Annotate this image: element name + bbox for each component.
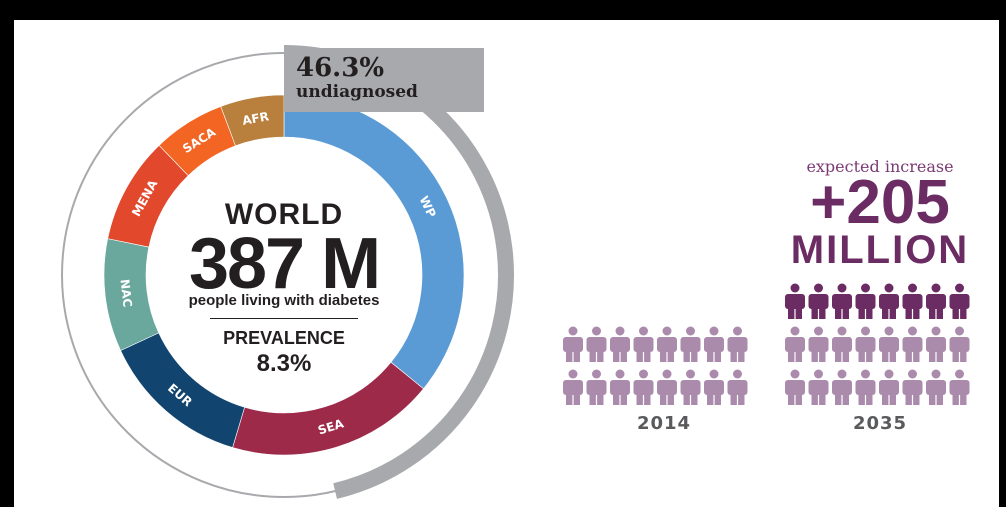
undiagnosed-badge: 46.3% undiagnosed <box>284 48 484 112</box>
person-icon-2035 <box>879 283 899 319</box>
year-label-2014: 2014 <box>636 413 692 434</box>
person-icon-2035 <box>785 326 805 362</box>
world-total: 387 M <box>188 224 381 304</box>
year-label-2035: 2035 <box>852 413 908 434</box>
slice-wp <box>283 94 465 390</box>
person-icon-2035 <box>926 369 946 405</box>
person-icon-2035 <box>808 283 829 319</box>
person-icon-2014 <box>610 369 630 405</box>
undiagnosed-percent: 46.3% <box>296 53 385 83</box>
person-icon-2014 <box>586 369 607 405</box>
infographic-canvas: WP SEA EUR NAC MENA SACA AFR 46.3% undiagnosed… <box>14 20 999 507</box>
person-icon-2035 <box>832 283 852 319</box>
person-icon-2014 <box>704 326 724 362</box>
world-title: WORLD <box>224 198 344 231</box>
person-icon-2035 <box>902 326 923 362</box>
person-icon-2014 <box>586 326 607 362</box>
person-icon-2035 <box>832 326 852 362</box>
person-icon-2035 <box>902 369 923 405</box>
increase-value: +205 <box>810 168 950 237</box>
person-icon-2035 <box>926 283 946 319</box>
person-icon-2014 <box>610 326 630 362</box>
person-icon-2035 <box>855 283 876 319</box>
increase-unit: MILLION <box>790 228 970 272</box>
person-icon-2014 <box>727 369 748 405</box>
center-divider <box>210 318 358 319</box>
person-icon-2035 <box>855 326 876 362</box>
person-icon-2014 <box>680 369 701 405</box>
person-icon-2035 <box>879 326 899 362</box>
person-icon-2014 <box>563 326 583 362</box>
prevalence-value: 8.3% <box>256 350 312 377</box>
undiagnosed-label: undiagnosed <box>296 82 418 102</box>
person-icon-2035 <box>902 283 923 319</box>
person-icon-2035 <box>949 283 970 319</box>
person-icon-2035 <box>808 369 829 405</box>
person-icon-2035 <box>949 369 970 405</box>
person-icon-2035 <box>785 369 805 405</box>
person-icon-2035 <box>926 326 946 362</box>
person-icon-2014 <box>727 326 748 362</box>
person-icon-2035 <box>832 369 852 405</box>
world-caption: people living with diabetes <box>188 292 380 309</box>
person-icon-2035 <box>808 326 829 362</box>
slice-label-afr: AFR <box>241 109 270 128</box>
people-pictogram <box>563 283 970 405</box>
person-icon-2035 <box>785 283 805 319</box>
person-icon-2014 <box>633 369 654 405</box>
person-icon-2014 <box>657 369 677 405</box>
slice-label-nac: NAC <box>117 278 134 308</box>
increase-caption: expected increase <box>806 157 954 176</box>
person-icon-2014 <box>563 369 583 405</box>
person-icon-2014 <box>680 326 701 362</box>
person-icon-2014 <box>657 326 677 362</box>
prevalence-label: PREVALENCE <box>223 328 345 348</box>
person-icon-2035 <box>879 369 899 405</box>
person-icon-2035 <box>949 326 970 362</box>
person-icon-2035 <box>855 369 876 405</box>
slice-afr <box>220 94 285 147</box>
person-icon-2014 <box>704 369 724 405</box>
person-icon-2014 <box>633 326 654 362</box>
